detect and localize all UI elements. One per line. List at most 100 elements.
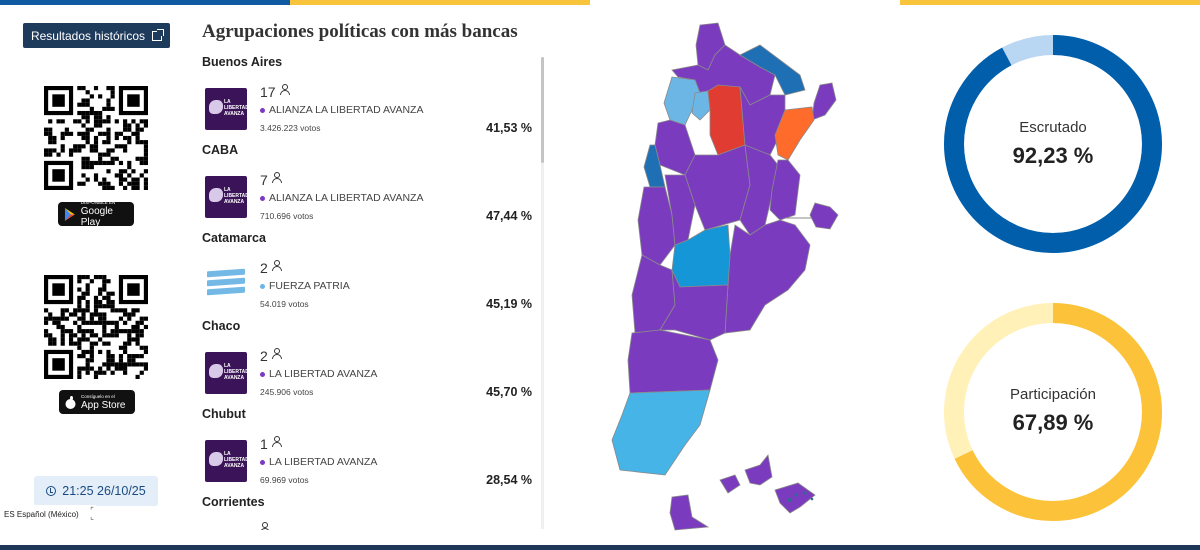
libertad-avanza-logo: LA LIBERTAD AVANZA xyxy=(205,352,247,394)
party-name: LA LIBERTAD AVANZA xyxy=(260,368,377,380)
participation-value: 67,89 % xyxy=(1012,410,1094,435)
map-province-tucuman[interactable] xyxy=(691,90,711,121)
logo-text: LA LIBERTAD AVANZA xyxy=(224,187,247,205)
party-name: FUERZA PATRIA xyxy=(260,280,350,292)
participation-donut xyxy=(944,303,1162,521)
list-item[interactable]: LA LIBERTAD AVANZA 1 LA LIBERTAD AVANZA 69.… xyxy=(200,435,540,504)
scrutiny-filled-arc xyxy=(944,35,1162,253)
province-name: Corrientes xyxy=(202,495,265,509)
province-name: Catamarca xyxy=(202,231,266,245)
scrutiny-label: Escrutado xyxy=(1019,119,1087,136)
map-province-santa-cruz[interactable] xyxy=(611,389,711,476)
google-play-small-text: DISPONIBLE EN xyxy=(80,200,116,205)
party-label: ALIANZA LA LIBERTAD AVANZA xyxy=(269,104,424,116)
google-play-icon xyxy=(64,207,75,221)
app-store-big-text: App Store xyxy=(81,399,126,411)
fuerza-patria-logo xyxy=(205,264,247,306)
language-text: ES Español (México) xyxy=(4,509,79,519)
province-name: CABA xyxy=(202,143,239,157)
party-label: LA LIBERTAD AVANZA xyxy=(269,368,378,380)
top-bar-yellow-right xyxy=(900,0,1200,5)
map-islas-malvinas[interactable] xyxy=(719,454,773,494)
results-list[interactable]: Buenos Aires LA LIBERTAD AVANZA 17 ALIANZA … xyxy=(200,55,540,530)
libertad-avanza-logo: LA LIBERTAD AVANZA xyxy=(205,176,247,218)
party-color-dot xyxy=(260,283,265,289)
party-color-dot xyxy=(260,195,265,201)
seats-count: 17 xyxy=(260,83,290,100)
list-item[interactable]: LA LIBERTAD AVANZA 17 ALIANZA LA LIBERTAD … xyxy=(200,83,540,152)
participation-filled-arc xyxy=(944,303,1162,521)
logo-text: LA LIBERTAD AVANZA xyxy=(224,363,247,381)
list-scrollbar[interactable] xyxy=(541,57,544,529)
expand-icon[interactable]: ⌜ ⌞ xyxy=(90,506,94,521)
map-antarctic-dots xyxy=(788,491,814,502)
language-indicator[interactable]: ES Español (México) ⌜ ⌞ xyxy=(0,505,96,523)
map-province-catamarca[interactable] xyxy=(663,76,701,126)
google-play-big-text: Google Play xyxy=(80,206,113,228)
top-bar xyxy=(0,0,1200,7)
logo-text: LA LIBERTAD AVANZA xyxy=(224,451,247,469)
partial-entry xyxy=(260,522,270,530)
list-item[interactable]: 2 FUERZA PATRIA 54.019 votos 45,19 % xyxy=(200,259,540,328)
seats-count: 2 xyxy=(260,347,282,364)
libertad-avanza-logo: LA LIBERTAD AVANZA xyxy=(205,88,247,130)
lion-icon xyxy=(209,364,223,378)
argentina-map[interactable] xyxy=(600,15,850,535)
historical-results-button[interactable]: Resultados históricos xyxy=(23,23,170,48)
map-province-corrientes[interactable] xyxy=(774,106,815,161)
person-icon xyxy=(271,435,282,447)
seats-number: 2 xyxy=(260,348,268,364)
lion-icon xyxy=(209,100,223,114)
clock-icon xyxy=(46,486,57,496)
list-item[interactable]: LA LIBERTAD AVANZA 2 LA LIBERTAD AVANZA 245… xyxy=(200,347,540,416)
map-province-formosa[interactable] xyxy=(739,44,806,96)
vote-percent: 45,70 % xyxy=(486,385,532,399)
seats-number: 17 xyxy=(260,84,276,100)
person-icon xyxy=(279,83,290,95)
map-province-buenos-aires[interactable] xyxy=(724,219,811,334)
last-update-timestamp: 21:25 26/10/25 xyxy=(34,476,158,506)
historical-results-label: Resultados históricos xyxy=(30,28,146,43)
seats-count: 7 xyxy=(260,171,282,188)
qr-code-google-play[interactable] xyxy=(43,86,149,190)
scrutiny-value: 92,23 % xyxy=(1012,143,1094,168)
scrutiny-donut xyxy=(944,35,1162,253)
person-icon xyxy=(271,259,282,271)
province-name: Chubut xyxy=(202,407,246,421)
map-province-chubut[interactable] xyxy=(627,329,719,394)
map-province-cordoba[interactable] xyxy=(684,144,751,231)
vote-percent: 41,53 % xyxy=(486,121,532,135)
votes-count: 3.426.223 votos xyxy=(260,123,321,133)
map-south-islands[interactable] xyxy=(774,482,816,514)
map-caba-inset[interactable] xyxy=(809,202,839,230)
votes-count: 245.906 votos xyxy=(260,387,314,397)
map-province-mendoza[interactable] xyxy=(637,186,676,266)
seats-number: 1 xyxy=(260,436,268,452)
seats-number: 2 xyxy=(260,260,268,276)
votes-count: 54.019 votos xyxy=(260,299,309,309)
party-label: FUERZA PATRIA xyxy=(269,280,350,292)
seats-count: 2 xyxy=(260,259,282,276)
lion-icon xyxy=(209,188,223,202)
votes-count: 710.696 votos xyxy=(260,211,314,221)
seats-count: 1 xyxy=(260,435,282,452)
qr-code-app-store[interactable] xyxy=(43,275,149,379)
party-name: LA LIBERTAD AVANZA xyxy=(260,456,377,468)
map-province-tierra-del-fuego[interactable] xyxy=(669,494,710,531)
map-province-misiones[interactable] xyxy=(811,82,837,121)
party-name: ALIANZA LA LIBERTAD AVANZA xyxy=(260,192,423,204)
app-store-badge[interactable]: Consíguelo en el App Store xyxy=(59,390,135,414)
person-icon xyxy=(271,347,282,359)
vote-percent: 45,19 % xyxy=(486,297,532,311)
logo-text: LA LIBERTAD AVANZA xyxy=(224,99,247,117)
person-icon xyxy=(260,522,270,530)
party-color-dot xyxy=(260,371,265,377)
scrollbar-thumb[interactable] xyxy=(541,57,544,163)
party-label: LA LIBERTAD AVANZA xyxy=(269,456,378,468)
google-play-badge[interactable]: DISPONIBLE EN Google Play xyxy=(58,200,134,228)
bottom-bar xyxy=(0,545,1200,550)
list-item[interactable]: LA LIBERTAD AVANZA 7 ALIANZA LA LIBERTAD A… xyxy=(200,171,540,240)
map-province-santiago-del-estero[interactable] xyxy=(707,84,746,156)
person-icon xyxy=(271,171,282,183)
app-store-small-text: Consíguelo en el xyxy=(81,393,115,399)
